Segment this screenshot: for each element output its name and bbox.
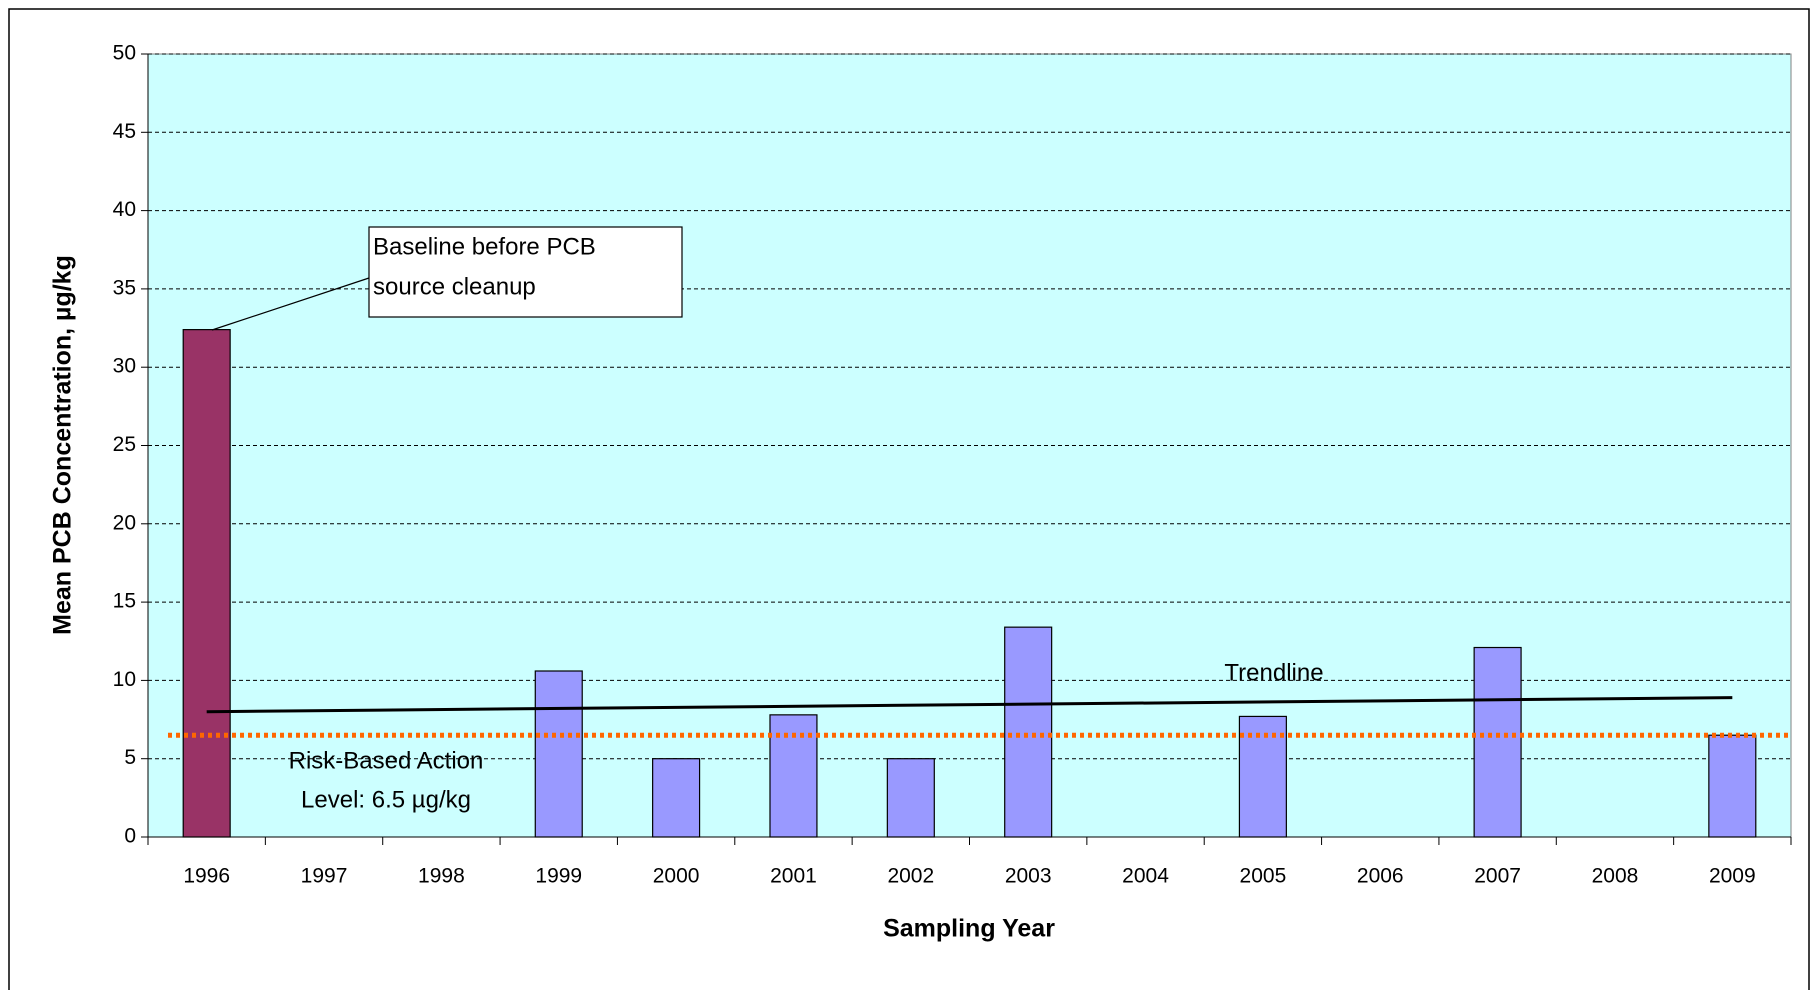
x-tick-label: 2008 bbox=[1592, 865, 1639, 888]
y-tick-label: 10 bbox=[113, 668, 136, 691]
y-tick-label: 0 bbox=[124, 825, 136, 848]
y-tick-label: 15 bbox=[113, 590, 136, 613]
x-tick-label: 2005 bbox=[1240, 865, 1287, 888]
bar bbox=[1004, 626, 1053, 838]
x-tick-label: 2002 bbox=[887, 865, 934, 888]
x-tick-label: 2001 bbox=[770, 865, 817, 888]
bar bbox=[886, 758, 935, 838]
bar bbox=[182, 329, 231, 838]
x-tick-label: 2006 bbox=[1357, 865, 1404, 888]
x-tick-label: 2007 bbox=[1474, 865, 1521, 888]
y-tick-label: 30 bbox=[113, 355, 136, 378]
trendline-label: Trendline bbox=[1224, 659, 1323, 686]
reference-label: Level: 6.5 µg/kg bbox=[301, 786, 471, 813]
annotation-text: source cleanup bbox=[373, 273, 536, 300]
y-tick-label: 20 bbox=[113, 511, 136, 534]
trendline bbox=[206, 696, 1733, 714]
y-tick-label: 50 bbox=[113, 42, 136, 65]
x-tick-label: 1997 bbox=[301, 865, 348, 888]
y-tick-label: 35 bbox=[113, 276, 136, 299]
x-tick-label: 1999 bbox=[535, 865, 582, 888]
y-tick-label: 45 bbox=[113, 120, 136, 143]
x-tick-label: 2009 bbox=[1709, 865, 1756, 888]
x-tick-label: 1996 bbox=[183, 865, 230, 888]
bar bbox=[1238, 715, 1287, 838]
bar bbox=[652, 758, 701, 838]
bar bbox=[534, 670, 583, 838]
y-tick-label: 5 bbox=[124, 746, 136, 769]
x-tick-label: 2004 bbox=[1122, 865, 1169, 888]
annotation-box bbox=[368, 226, 683, 318]
reference-label: Risk-Based Action bbox=[289, 747, 484, 774]
annotation-text: Baseline before PCB bbox=[373, 233, 596, 260]
y-tick-label: 40 bbox=[113, 198, 136, 221]
x-tick-label: 2003 bbox=[1005, 865, 1052, 888]
annotation-leader bbox=[211, 277, 370, 331]
bar bbox=[1473, 646, 1522, 838]
bar bbox=[1708, 734, 1757, 838]
y-tick-label: 25 bbox=[113, 433, 136, 456]
y-axis-title: Mean PCB Concentration, µg/kg bbox=[49, 255, 77, 635]
x-axis-title: Sampling Year bbox=[883, 915, 1055, 943]
x-tick-label: 2000 bbox=[653, 865, 700, 888]
x-tick-label: 1998 bbox=[418, 865, 465, 888]
